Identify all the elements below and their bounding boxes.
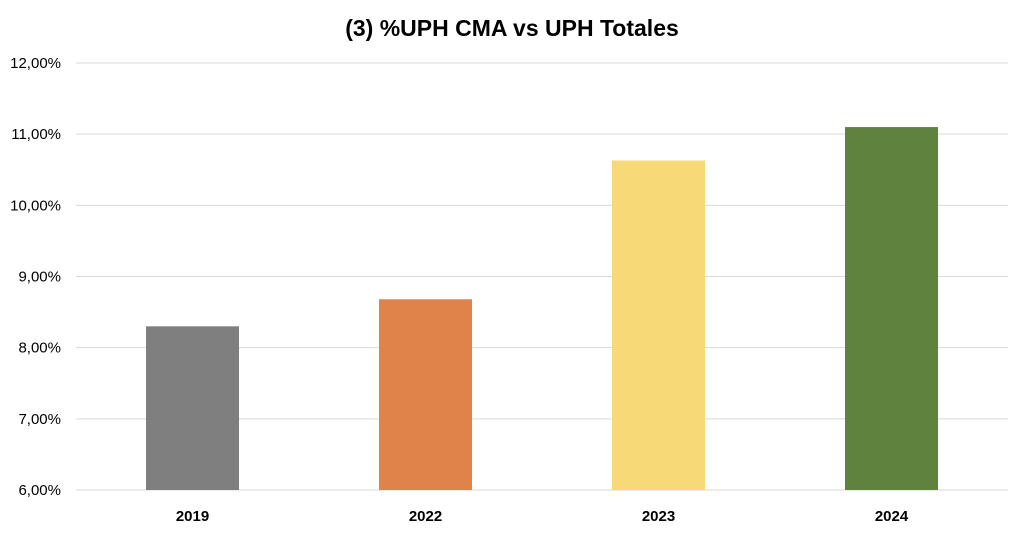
x-tick-label: 2019	[176, 508, 209, 525]
bar-2024	[845, 127, 938, 491]
bars	[146, 127, 938, 491]
x-tick-label: 2024	[875, 508, 909, 525]
y-tick-label: 8,00%	[18, 340, 61, 357]
x-tick-label: 2022	[409, 508, 442, 525]
bar-2023	[612, 160, 705, 490]
y-axis-tick-labels: 6,00% 7,00% 8,00% 9,00% 10,00% 11,00% 12,00%	[10, 55, 61, 499]
y-tick-label: 12,00%	[10, 55, 61, 72]
y-tick-label: 7,00%	[18, 411, 61, 428]
chart-title: (3) %UPH CMA vs UPH Totales	[345, 15, 679, 41]
y-tick-label: 6,00%	[18, 482, 61, 499]
x-axis-tick-labels: 2019 2022 2023 2024	[176, 508, 909, 525]
y-tick-label: 10,00%	[10, 197, 61, 214]
bar-2019	[146, 326, 239, 490]
y-tick-label: 9,00%	[18, 269, 61, 286]
y-tick-label: 11,00%	[11, 126, 61, 143]
x-tick-label: 2023	[642, 508, 675, 525]
bar-2022	[379, 299, 472, 490]
